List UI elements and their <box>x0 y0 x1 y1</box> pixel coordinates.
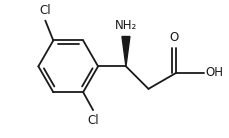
Polygon shape <box>121 36 129 66</box>
Text: OH: OH <box>204 66 222 79</box>
Text: O: O <box>169 31 178 44</box>
Text: NH₂: NH₂ <box>114 18 136 31</box>
Text: Cl: Cl <box>87 114 98 127</box>
Text: Cl: Cl <box>39 4 51 17</box>
